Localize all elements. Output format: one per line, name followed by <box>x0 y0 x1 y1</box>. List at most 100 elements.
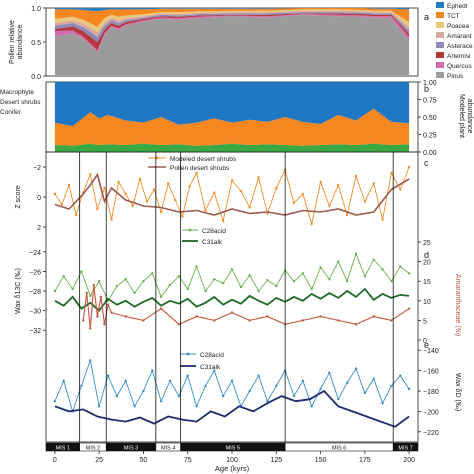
b-left-label: Desert shrubs <box>0 99 41 106</box>
data-point <box>74 213 78 217</box>
data-point <box>257 176 260 179</box>
mis-label: MIS 6 <box>332 446 346 452</box>
area-tct <box>54 8 410 27</box>
data-point <box>319 315 322 318</box>
data-point <box>275 284 278 288</box>
legend-marker <box>186 352 190 356</box>
area-macrophyte <box>54 143 410 152</box>
data-point <box>115 394 119 398</box>
data-point <box>124 278 127 281</box>
x-tick-label: 125 <box>270 457 282 464</box>
e-ytick-label: −220 <box>423 430 439 437</box>
data-point <box>319 387 322 391</box>
data-point <box>390 319 393 322</box>
data-point <box>195 265 198 268</box>
series-line-c31alk <box>54 389 410 428</box>
data-point <box>159 307 163 310</box>
data-point <box>319 180 322 184</box>
data-point <box>151 369 154 372</box>
data-point <box>248 319 251 322</box>
data-point <box>407 387 411 391</box>
data-point <box>337 397 340 401</box>
data-point <box>80 384 83 388</box>
b-ytick-label: 1.00 <box>423 80 437 87</box>
data-point <box>110 311 113 314</box>
data-point <box>257 289 260 293</box>
data-point <box>89 173 92 176</box>
data-point <box>354 174 358 178</box>
data-point <box>62 275 65 278</box>
data-point <box>159 210 163 214</box>
data-point <box>204 289 207 293</box>
data-point <box>399 265 402 268</box>
data-point <box>174 198 177 202</box>
data-point <box>407 165 411 169</box>
legend-swatch <box>436 72 444 78</box>
data-point <box>275 384 278 388</box>
e-ytick-label: −140 <box>423 348 439 355</box>
c-ylabel: Z score <box>15 185 22 208</box>
panel-letter-b: b <box>424 84 429 94</box>
panel-e: −140 −160 −180 −200 −220 Wax δD (‰) e C28acid C3… <box>53 340 461 437</box>
data-point <box>151 272 154 275</box>
legend-label: Ephedr <box>447 3 469 10</box>
data-point <box>345 381 349 385</box>
data-point <box>354 252 358 255</box>
legend-label: C28acid <box>202 228 226 235</box>
data-point <box>248 389 251 393</box>
legend-label: TCT <box>447 13 460 20</box>
data-point <box>372 182 375 185</box>
data-point <box>168 283 172 287</box>
data-point <box>301 319 305 322</box>
data-point <box>60 203 64 206</box>
data-point <box>363 275 367 278</box>
data-point <box>142 319 145 322</box>
data-point <box>97 405 101 408</box>
area-amaranthaceae <box>54 10 410 37</box>
data-point <box>103 186 106 190</box>
data-point <box>266 315 269 318</box>
data-point <box>92 283 96 287</box>
b-left-label: Conifer <box>0 109 22 116</box>
legend-swatch <box>436 42 444 48</box>
data-point <box>159 295 163 299</box>
data-point <box>103 323 106 326</box>
d-ytick-label: −32 <box>29 328 41 335</box>
data-point <box>80 270 83 273</box>
d-ytick-right-label: 10 <box>423 299 431 306</box>
b-ylabel: Modeled plant <box>458 94 465 138</box>
data-point <box>177 275 181 278</box>
data-point <box>354 323 358 326</box>
mis-label: MIS 4 <box>161 446 175 452</box>
data-point <box>239 189 243 193</box>
x-tick-label: 175 <box>359 457 371 464</box>
legend-label: Modeled desert shrubs <box>170 156 237 163</box>
data-point <box>390 280 393 283</box>
data-point <box>248 274 251 277</box>
data-point <box>181 215 184 218</box>
data-point <box>167 182 170 185</box>
data-point <box>337 260 340 263</box>
data-point <box>292 394 296 398</box>
mis-label: MIS 7 <box>398 446 412 452</box>
data-point <box>345 280 349 283</box>
d-ytick-label: −24 <box>29 250 41 257</box>
d-ylabel-right: Amaranthaceae (%) <box>454 274 461 336</box>
data-point <box>372 258 375 261</box>
data-point <box>390 171 393 175</box>
data-point <box>53 192 57 196</box>
data-point <box>124 379 127 382</box>
data-point <box>133 405 136 408</box>
data-point <box>213 319 216 322</box>
mis-bar: MIS 1 MIS 2 MIS 3 MIS 4 MIS 5 MIS 6 MIS 7 <box>45 442 419 452</box>
data-point <box>99 295 103 299</box>
data-point <box>328 204 331 208</box>
x-tick-label: 200 <box>403 457 415 464</box>
data-point <box>230 379 234 382</box>
data-point <box>85 291 88 295</box>
series-line-amaranthaceae <box>82 285 410 329</box>
lower-panels-frame <box>45 151 419 443</box>
data-point <box>221 394 225 398</box>
data-point <box>142 389 145 393</box>
panel-d: −24 −26 −28 −30 −32 0 5 10 15 20 25 Wax δ13C (‰) Ama… <box>15 228 461 345</box>
